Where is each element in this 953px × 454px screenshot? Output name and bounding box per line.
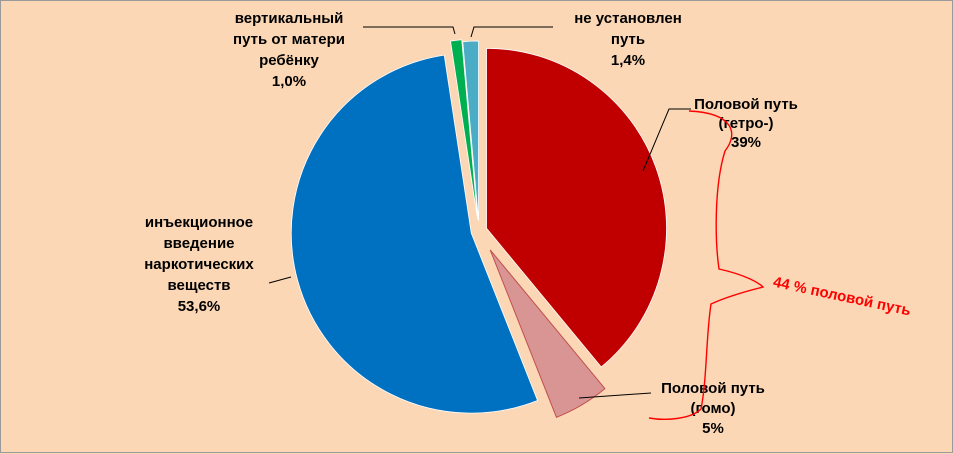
leader-line <box>578 392 652 399</box>
label-injection: инъекционное введение наркотических веществ… <box>144 214 254 315</box>
label-hetero: Половой путь (гетро-) 39% <box>694 96 798 151</box>
slice-homo <box>489 249 606 418</box>
leader-line <box>642 108 691 172</box>
annotation-label: 44 % половой путь <box>771 274 912 320</box>
slice-vertical <box>450 39 478 220</box>
leader-line <box>268 276 292 284</box>
label-unknown: не установлен путь 1,4% <box>574 10 682 69</box>
slice-injection <box>290 54 539 414</box>
label-homo: Половой путь (гомо) 5% <box>661 380 765 437</box>
leader-line <box>470 26 553 38</box>
label-vertical: вертикальный путь от матери ребёнку 1,0% <box>233 10 345 90</box>
leader-line <box>363 26 456 35</box>
annotation-brace <box>648 110 765 420</box>
slice-unknown <box>462 40 479 222</box>
slice-hetero <box>486 47 667 368</box>
